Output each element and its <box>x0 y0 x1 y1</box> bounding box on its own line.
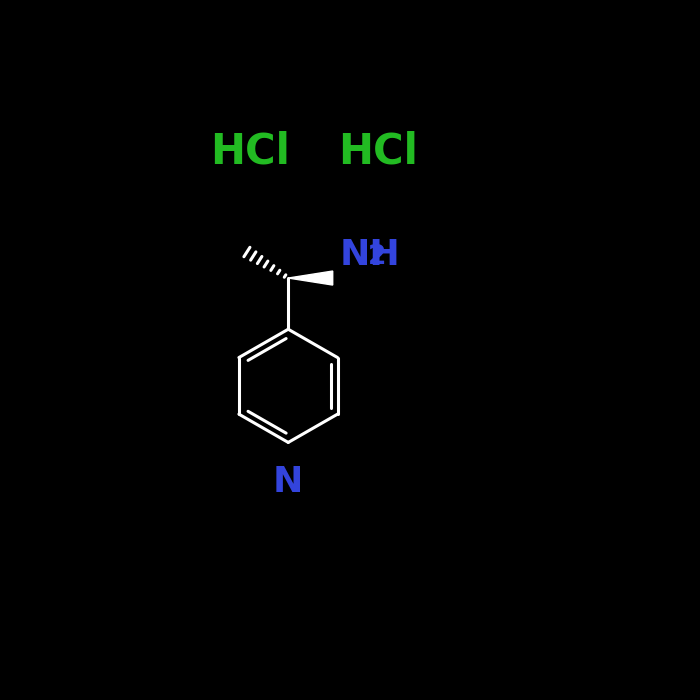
Text: N: N <box>273 465 303 499</box>
Text: HCl: HCl <box>210 130 290 172</box>
Text: HCl: HCl <box>338 130 418 172</box>
Text: 2: 2 <box>368 244 386 270</box>
Polygon shape <box>288 271 332 285</box>
Text: NH: NH <box>340 237 400 272</box>
